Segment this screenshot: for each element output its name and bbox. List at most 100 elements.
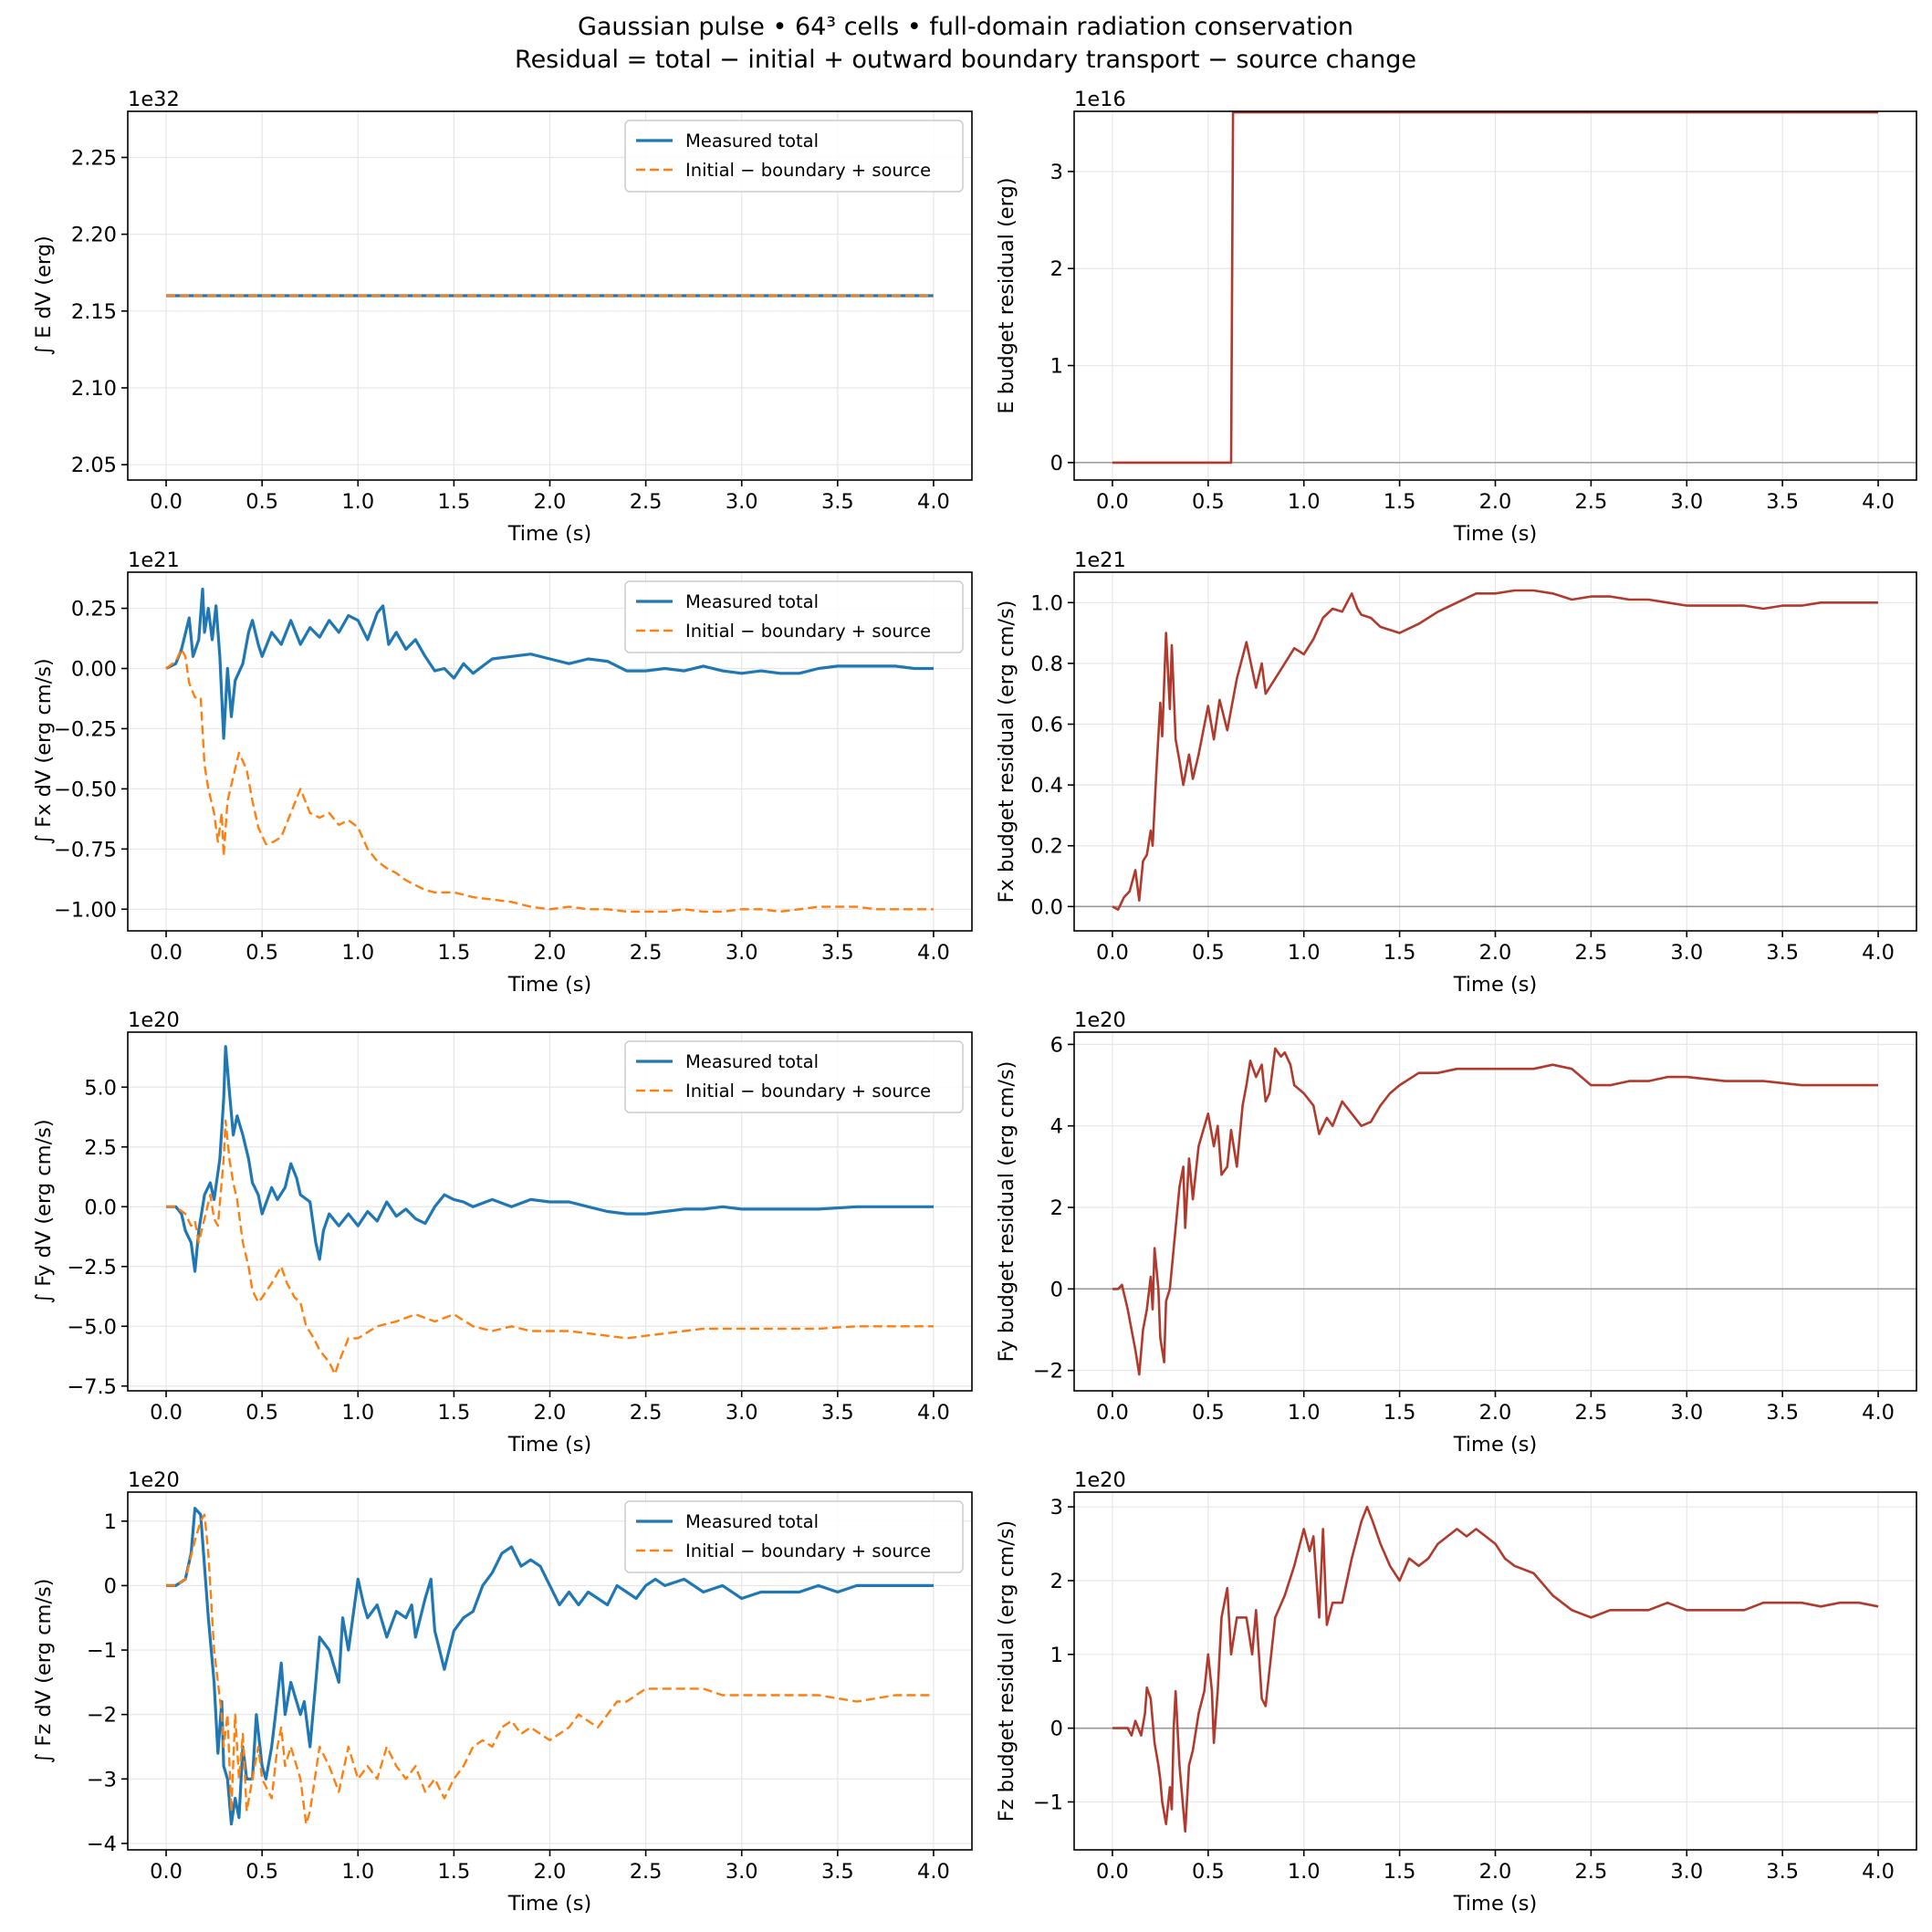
- x-tick-label: 0.5: [1192, 490, 1225, 514]
- x-tick-label: 2.0: [1479, 1401, 1512, 1425]
- offset-text: 1e32: [128, 88, 180, 111]
- legend-box: [624, 1040, 964, 1113]
- x-tick-label: 2.0: [534, 1401, 567, 1425]
- offset-text: 1e20: [128, 1008, 180, 1032]
- suptitle-line-1: Gaussian pulse • 64³ cells • full-domain…: [578, 13, 1353, 41]
- legend-label-expected: Initial − boundary + source: [685, 621, 931, 642]
- x-tick-label: 2.5: [630, 941, 663, 965]
- series-residual: [1112, 1505, 1879, 1833]
- x-tick-label: 1.0: [341, 1860, 374, 1884]
- x-axis-label: Time (s): [1453, 522, 1538, 546]
- y-tick-label: 0: [1050, 1278, 1063, 1301]
- series-group: [1112, 1505, 1879, 1833]
- series-measured-total: [166, 1045, 934, 1273]
- y-tick-label: 0: [1050, 452, 1063, 475]
- x-tick-label: 2.5: [1574, 941, 1607, 965]
- y-axis-label: ∫ Fy dV (erg cm/s): [32, 1119, 56, 1303]
- y-tick-label: 4: [1050, 1115, 1063, 1139]
- x-tick-label: 3.5: [821, 941, 854, 965]
- x-axis-label: Time (s): [1453, 973, 1538, 997]
- panel-Fy-residual: 0.0 0.5 1.0 1.5 2.0 2.5 3.0 3.5 4.0 −2 0 2 4 6 Time (s…: [995, 1008, 1917, 1457]
- panel-Fx-total: 0.0 0.5 1.0 1.5 2.0 2.5 3.0 3.5 4.0 −1.00 −0.75 −0.…: [32, 548, 973, 997]
- y-tick-label: −3: [87, 1768, 117, 1791]
- x-tick-label: 2.5: [630, 1860, 663, 1884]
- y-tick-label: 0.2: [1030, 835, 1063, 859]
- x-tick-label: 1.5: [1384, 941, 1416, 965]
- legend-label-expected: Initial − boundary + source: [685, 160, 931, 181]
- x-tick-label: 2.0: [534, 490, 567, 514]
- x-tick-label: 3.5: [1766, 1401, 1799, 1425]
- series-residual: [1112, 111, 1878, 465]
- offset-text: 1e20: [1074, 1008, 1126, 1032]
- y-tick-label: 1: [1050, 355, 1063, 379]
- x-tick-label: 2.0: [1479, 941, 1512, 965]
- series-measured-total: [166, 1507, 934, 1826]
- y-tick-label: −2.5: [67, 1256, 117, 1279]
- y-axis-label: Fy budget residual (erg cm/s): [995, 1061, 1018, 1363]
- y-tick-label: 5.0: [84, 1076, 117, 1100]
- y-tick-label: 2.10: [71, 377, 117, 401]
- y-tick-label: 3: [1050, 1496, 1063, 1519]
- x-tick-label: 0.0: [150, 1401, 183, 1425]
- series-measured-total: [165, 587, 934, 740]
- x-tick-label: 3.5: [821, 1401, 854, 1425]
- legend-label-measured: Measured total: [685, 1511, 819, 1532]
- series-group: [166, 1507, 934, 1826]
- x-tick-label: 4.0: [917, 1401, 950, 1425]
- legend-box: [624, 580, 964, 653]
- x-tick-label: 3.5: [821, 490, 854, 514]
- x-tick-label: 2.5: [1574, 490, 1607, 514]
- y-tick-label: 0.25: [71, 598, 117, 621]
- y-tick-label: 2.20: [71, 224, 117, 247]
- y-axis-label: ∫ Fx dV (erg cm/s): [32, 658, 56, 844]
- offset-text: 1e21: [128, 548, 180, 572]
- x-tick-label: 0.5: [1192, 1401, 1225, 1425]
- y-tick-label: 0.0: [84, 1196, 117, 1219]
- x-tick-label: 1.0: [341, 490, 374, 514]
- x-axis-label: Time (s): [507, 973, 592, 997]
- x-tick-label: 1.0: [341, 941, 374, 965]
- legend-box: [624, 120, 964, 193]
- offset-text: 1e20: [1074, 1468, 1126, 1492]
- x-tick-label: 0.5: [1192, 941, 1225, 965]
- y-axis-label: Fx budget residual (erg cm/s): [995, 600, 1018, 903]
- x-tick-label: 3.5: [821, 1860, 854, 1884]
- series-residual: [1112, 589, 1878, 911]
- y-tick-label: 0.8: [1030, 653, 1063, 676]
- x-tick-label: 3.5: [1766, 1860, 1799, 1884]
- legend: Measured total Initial − boundary + sourc…: [624, 1500, 964, 1573]
- x-tick-label: 1.5: [437, 941, 470, 965]
- y-tick-label: 1: [1050, 1644, 1063, 1667]
- panel-E-residual: 0.0 0.5 1.0 1.5 2.0 2.5 3.0 3.5 4.0 0 1 2 3 Time (s) E…: [995, 88, 1917, 546]
- y-tick-label: −2: [1033, 1360, 1063, 1384]
- legend-label-measured: Measured total: [685, 591, 819, 612]
- series-group: [165, 587, 934, 914]
- offset-text: 1e16: [1074, 88, 1126, 111]
- x-tick-label: 2.0: [1479, 490, 1512, 514]
- y-tick-label: −2: [87, 1704, 117, 1728]
- x-tick-label: 0.5: [245, 1401, 278, 1425]
- y-tick-label: 0.00: [71, 658, 117, 682]
- x-tick-label: 3.0: [1670, 1401, 1703, 1425]
- y-tick-label: 1.0: [1030, 591, 1063, 615]
- x-axis-label: Time (s): [1453, 1892, 1538, 1916]
- x-tick-label: 4.0: [1862, 941, 1895, 965]
- panel-Fy-total: 0.0 0.5 1.0 1.5 2.0 2.5 3.0 3.5 4.0 −7.5 −5.0 −2.5 0…: [32, 1008, 973, 1457]
- y-tick-label: −0.75: [54, 838, 117, 862]
- x-tick-label: 2.5: [1574, 1860, 1607, 1884]
- legend-label-measured: Measured total: [685, 131, 819, 151]
- x-tick-label: 0.5: [245, 941, 278, 965]
- y-tick-label: 2: [1050, 257, 1063, 281]
- y-tick-label: 0.6: [1030, 714, 1063, 737]
- offset-text: 1e20: [128, 1468, 180, 1492]
- y-tick-label: 2.05: [71, 454, 117, 477]
- x-axis-label: Time (s): [1453, 1433, 1538, 1457]
- y-tick-label: 2.15: [71, 300, 117, 324]
- series-residual: [1112, 1047, 1878, 1376]
- x-tick-label: 2.5: [1574, 1401, 1607, 1425]
- series-expected: [165, 648, 934, 914]
- series-group: [1112, 589, 1878, 911]
- x-tick-label: 2.0: [1479, 1860, 1512, 1884]
- y-tick-label: −0.50: [54, 778, 117, 801]
